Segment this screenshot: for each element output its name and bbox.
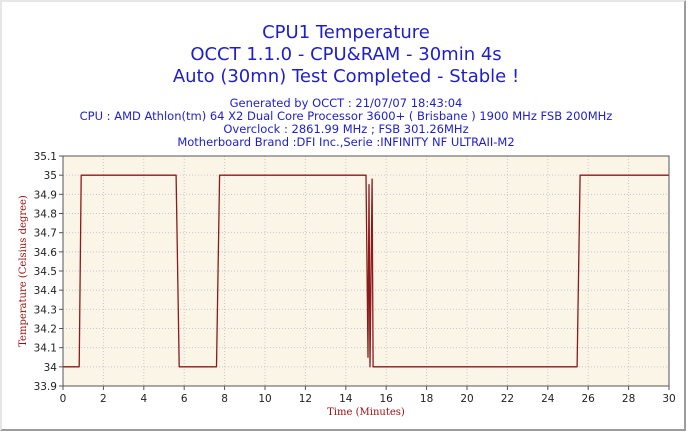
x-tick-label: 14 <box>339 393 353 405</box>
ticks: 33.9 34 34.1 34.2 34.3 34.4 34.5 34.6 34.7 34.8 34… <box>34 151 676 405</box>
y-tick-label: 35.1 <box>34 151 57 163</box>
y-tick-label: 34 <box>44 362 58 374</box>
x-axis-label: Time (Minutes) <box>327 407 405 418</box>
y-tick-label: 33.9 <box>34 381 57 393</box>
x-tick-label: 0 <box>60 393 67 405</box>
info-generated: Generated by OCCT : 21/07/07 18:43:04 <box>230 96 463 110</box>
x-tick-label: 30 <box>662 393 675 405</box>
x-tick-label: 24 <box>541 393 555 405</box>
x-tick-label: 22 <box>501 393 514 405</box>
y-tick-label: 34.9 <box>34 189 57 201</box>
plot-border <box>62 155 670 387</box>
x-tick-label: 28 <box>622 393 635 405</box>
info-overclock: Overclock : 2861.99 MHz ; FSB 301.26MHz <box>223 122 468 136</box>
chart-title: CPU1 Temperature <box>262 22 430 43</box>
y-tick-label: 34.8 <box>34 209 57 221</box>
chart-subtitle-1: OCCT 1.1.0 - CPU&RAM - 30min 4s <box>190 44 501 65</box>
x-tick-label: 2 <box>100 393 107 405</box>
chart-subtitle-2: Auto (30mn) Test Completed - Stable ! <box>173 66 519 87</box>
info-cpu: CPU : AMD Athlon(tm) 64 X2 Dual Core Pro… <box>80 109 613 123</box>
y-tick-label: 34.6 <box>34 247 58 259</box>
y-tick-label: 34.5 <box>34 266 57 278</box>
x-tick-label: 4 <box>140 393 147 405</box>
y-tick-label: 34.2 <box>34 324 57 336</box>
x-tick-label: 16 <box>380 393 394 405</box>
series-line-0 <box>63 174 669 368</box>
series-layer <box>63 174 669 368</box>
x-tick-label: 12 <box>299 393 312 405</box>
y-tick-label: 34.3 <box>34 304 57 316</box>
x-tick-label: 20 <box>460 393 473 405</box>
y-tick-label: 34.4 <box>34 285 58 297</box>
y-tick-label: 35 <box>44 170 57 182</box>
x-tick-label: 18 <box>420 393 433 405</box>
x-tick-label: 10 <box>258 393 271 405</box>
y-axis-label: Temperature (Celsius degree) <box>18 195 29 347</box>
y-tick-label: 34.1 <box>34 343 57 355</box>
y-tick-label: 34.7 <box>34 228 57 240</box>
info-motherboard: Motherboard Brand :DFI Inc.,Serie :INFIN… <box>177 135 514 149</box>
x-tick-label: 8 <box>221 393 228 405</box>
x-tick-label: 6 <box>181 393 188 405</box>
x-tick-label: 26 <box>582 393 596 405</box>
